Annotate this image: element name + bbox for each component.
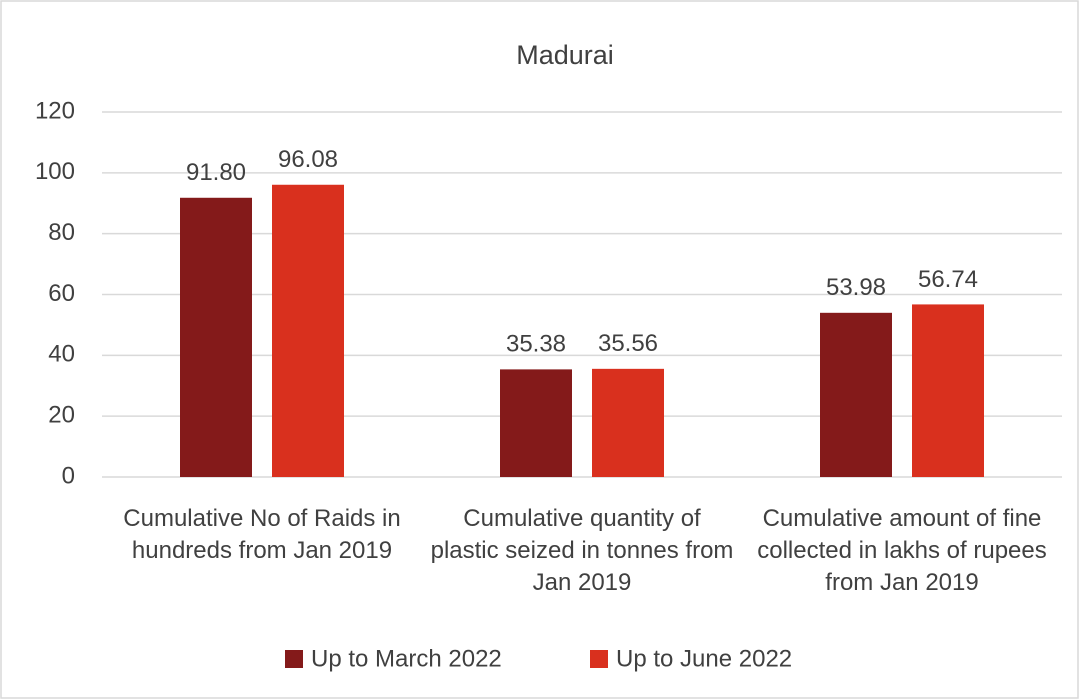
bar — [500, 369, 572, 477]
y-tick-label: 40 — [48, 341, 75, 368]
y-tick-label: 120 — [35, 97, 75, 124]
bar — [180, 197, 252, 477]
bar — [272, 184, 344, 478]
legend-label: Up to June 2022 — [616, 645, 792, 672]
legend-swatch — [590, 650, 608, 668]
x-tick-label: Cumulative No of Raids in hundreds from … — [123, 505, 401, 564]
data-label: 53.98 — [826, 274, 886, 301]
bar — [820, 312, 892, 477]
y-tick-label: 0 — [62, 462, 75, 489]
x-tick-label: Cumulative amount of fine collected in l… — [757, 505, 1047, 596]
data-label: 96.08 — [278, 146, 338, 173]
chart-title: Madurai — [516, 40, 614, 70]
bar — [592, 368, 664, 477]
data-label: 91.80 — [186, 159, 246, 186]
y-tick-label: 20 — [48, 402, 75, 429]
legend-label: Up to March 2022 — [311, 645, 502, 672]
legend-swatch — [285, 650, 303, 668]
y-tick-label: 80 — [48, 219, 75, 246]
y-tick-label: 100 — [35, 158, 75, 185]
data-label: 56.74 — [918, 266, 978, 293]
y-tick-label: 60 — [48, 280, 75, 307]
bar — [912, 304, 984, 477]
data-label: 35.56 — [598, 330, 658, 357]
x-tick-label: Cumulative quantity of plastic seized in… — [430, 505, 734, 596]
data-label: 35.38 — [506, 331, 566, 358]
